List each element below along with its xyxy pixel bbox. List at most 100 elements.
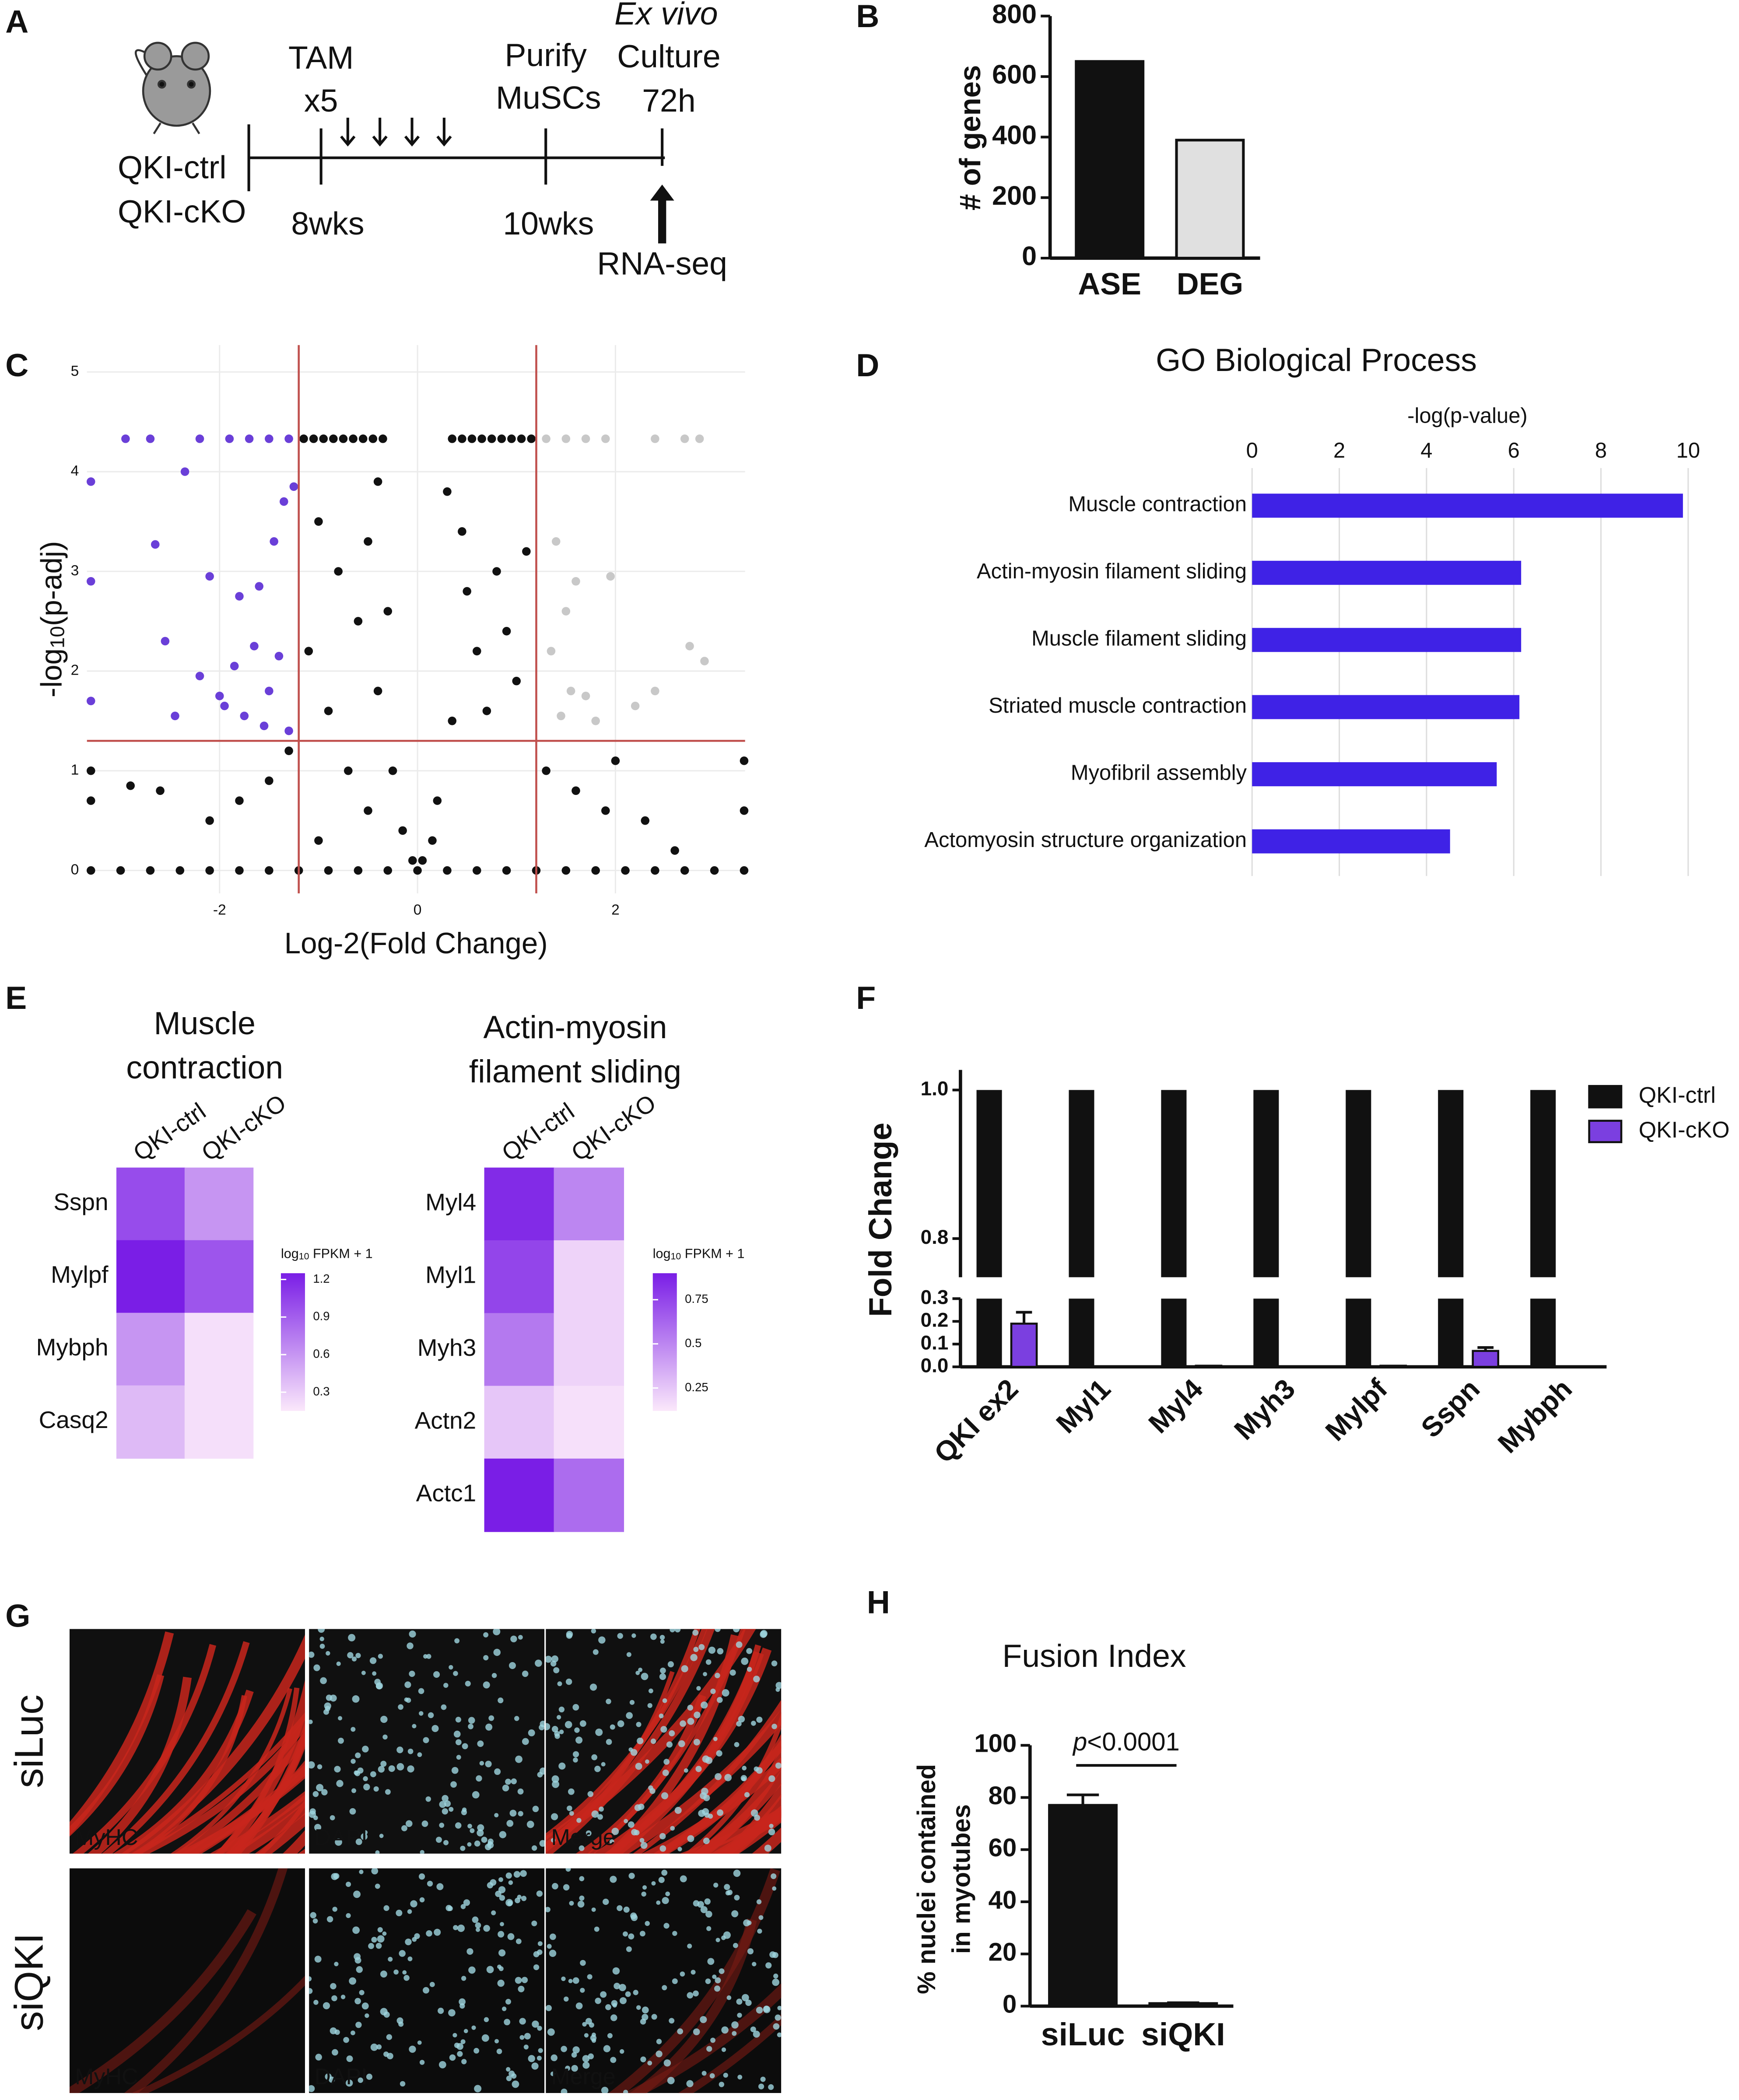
- point: [566, 686, 575, 696]
- nucleus: [710, 1688, 716, 1694]
- y-tick-label: Muscle contraction: [1068, 493, 1247, 516]
- nucleus: [741, 1777, 746, 1782]
- point: [408, 856, 417, 865]
- nucleus: [495, 1890, 501, 1897]
- row-label: Mybph: [36, 1334, 108, 1361]
- point: [314, 836, 323, 845]
- nucleus: [579, 1895, 585, 1901]
- point: [379, 434, 387, 443]
- nucleus: [631, 1633, 636, 1638]
- nucleus: [617, 1633, 623, 1639]
- nucleus: [460, 1904, 466, 1909]
- nucleus: [693, 1647, 699, 1652]
- nucleus: [617, 1720, 624, 1727]
- colorbar-label: log10 FPKM + 1: [653, 1246, 745, 1261]
- colorbar-tick-label: 0.9: [313, 1309, 330, 1323]
- nucleus: [633, 1990, 638, 1995]
- nucleus: [723, 2072, 728, 2078]
- nucleus: [687, 1704, 694, 1711]
- nucleus: [573, 1757, 578, 1763]
- nucleus: [662, 1698, 667, 1703]
- heatmap-cell: [484, 1386, 555, 1460]
- nucleus: [315, 2054, 322, 2061]
- point: [156, 786, 165, 795]
- channel-label: MyHC: [75, 2064, 138, 2090]
- y-tick-label: 0.3: [921, 1285, 949, 1308]
- nucleus: [589, 1684, 597, 1691]
- nucleus: [435, 1837, 442, 1843]
- point: [458, 434, 466, 443]
- nucleus: [419, 2060, 425, 2065]
- nucleus: [405, 1938, 412, 1946]
- nucleus: [599, 1806, 604, 1812]
- nucleus: [580, 1988, 585, 1993]
- point: [467, 434, 477, 443]
- point: [324, 707, 333, 715]
- nucleus: [379, 1834, 384, 1838]
- point: [527, 434, 536, 443]
- nucleus: [663, 2059, 671, 2067]
- nucleus: [732, 2031, 737, 2036]
- point: [448, 717, 457, 725]
- nucleus: [466, 1948, 473, 1955]
- column-label: QKI-cKO: [196, 1089, 291, 1166]
- point: [710, 866, 719, 875]
- nucleus: [647, 1703, 652, 1708]
- nucleus: [531, 1845, 537, 1851]
- nucleus: [428, 1712, 434, 1718]
- y-tick-label: 1.0: [921, 1077, 949, 1100]
- nucleus: [751, 1721, 756, 1726]
- point: [86, 696, 95, 706]
- nucleus: [396, 1763, 404, 1771]
- point: [502, 866, 511, 875]
- myotube: [624, 1983, 782, 2093]
- nucleus: [313, 1664, 320, 1671]
- nucleus: [565, 1678, 572, 1685]
- nucleus: [551, 1655, 559, 1662]
- nucleus: [623, 1931, 628, 1937]
- row-label: Myl4: [425, 1188, 476, 1215]
- x-tick-label: Myl4: [1143, 1373, 1209, 1439]
- nucleus: [771, 1723, 777, 1729]
- nucleus: [698, 1644, 705, 1650]
- nucleus: [470, 1828, 475, 1833]
- nucleus: [487, 1841, 492, 1846]
- nucleus: [641, 1891, 646, 1897]
- nucleus: [510, 1635, 517, 1642]
- nucleus: [537, 1941, 543, 1946]
- nucleus: [709, 2073, 715, 2079]
- nucleus: [355, 1838, 362, 1845]
- nucleus: [736, 1998, 743, 2005]
- group-label: QKI-cKO: [118, 193, 246, 229]
- nucleus: [561, 2088, 568, 2093]
- nucleus: [769, 1951, 776, 1958]
- nucleus: [678, 1740, 685, 1747]
- nucleus: [461, 1809, 467, 1816]
- point: [86, 866, 95, 875]
- nucleus: [481, 2034, 489, 2042]
- nucleus: [523, 2044, 529, 2050]
- nucleus: [438, 2061, 446, 2068]
- nucleus: [383, 1905, 389, 1911]
- heatmap-cell: [554, 1313, 624, 1387]
- nucleus: [628, 1933, 635, 1940]
- nucleus: [537, 2026, 542, 2031]
- nucleus: [585, 2018, 592, 2025]
- nucleus: [550, 2054, 558, 2062]
- nucleus: [537, 1772, 543, 1778]
- y-axis-label: % nuclei contained: [912, 1764, 941, 1994]
- x-axis-label: -log(p-value): [1407, 404, 1528, 428]
- row-label: Casq2: [39, 1406, 109, 1433]
- nucleus: [504, 2019, 511, 2026]
- point: [680, 434, 689, 443]
- point: [383, 866, 393, 875]
- nucleus: [484, 2017, 489, 2023]
- point: [255, 582, 264, 591]
- nucleus: [461, 2059, 467, 2065]
- nucleus: [561, 2046, 567, 2052]
- nucleus: [703, 1794, 710, 1801]
- y-tick-label: Striated muscle contraction: [989, 694, 1247, 718]
- nucleus: [574, 1727, 580, 1733]
- nucleus: [336, 1780, 344, 1787]
